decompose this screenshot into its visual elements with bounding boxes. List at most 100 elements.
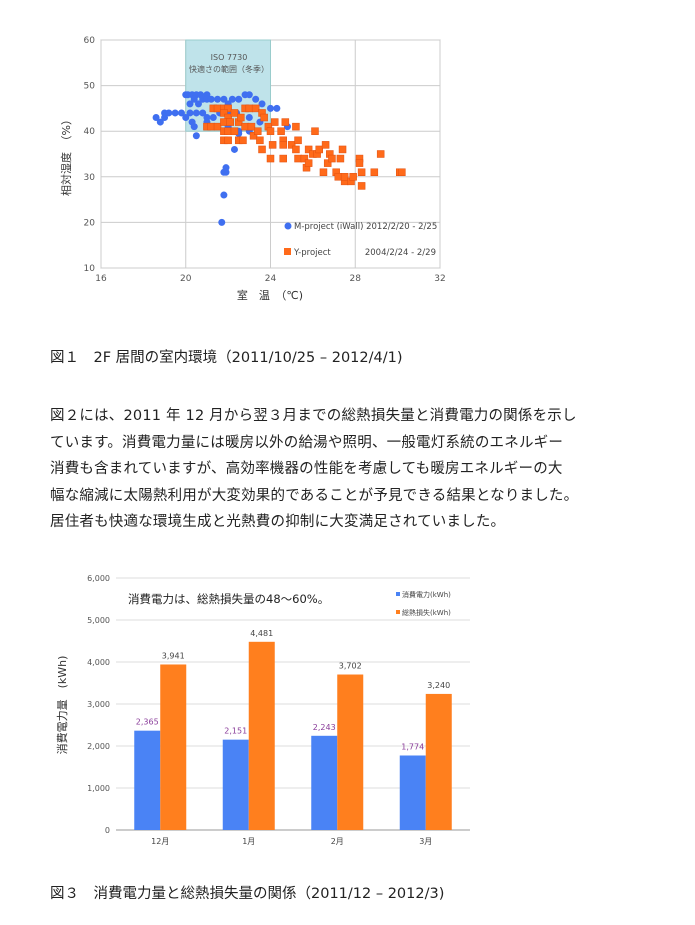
y-project-point [260, 113, 268, 122]
m-project-point [190, 123, 198, 131]
power-bar [134, 730, 161, 830]
y-project-point [256, 136, 264, 145]
paragraph-line: 居住者も快適な環境生成と光熱費の抑制に大変満足されていました。 [50, 514, 506, 530]
y-project-point [277, 127, 285, 135]
y-project-point [281, 118, 290, 126]
x-tick-label: 28 [350, 274, 362, 284]
legend-label-power: 消費電力(kWh) [402, 590, 451, 599]
m-project-point [218, 218, 226, 226]
y-project-point [304, 145, 313, 154]
m-project-point [190, 95, 198, 103]
m-project-point [178, 109, 186, 117]
paragraph-line: ています。消費電力量には暖房以外の給湯や照明、一般電灯系統のエネルギー [50, 434, 564, 451]
m-project-point [192, 109, 200, 117]
y-project-point [207, 122, 215, 131]
y-tick-label: 4,000 [87, 658, 110, 667]
data-label: 3,941 [162, 651, 185, 660]
y-project-point [220, 118, 228, 126]
y-project-point [294, 154, 302, 163]
y-tick-label: 20 [84, 218, 96, 228]
data-label: 1,774 [401, 742, 424, 751]
data-label: 2,365 [136, 718, 159, 727]
m-project-point [186, 109, 194, 117]
y-project-point [334, 173, 343, 181]
y-project-point [319, 168, 328, 176]
paragraph-line: 図２には、2011 年 12 月から翌３月までの総熱損失量と消費電力の関係を示し [50, 408, 577, 424]
chart-title: 消費電力は、総熱損失量の48～60%。 [128, 592, 329, 606]
bar-chart: 0 1,000 2,000 3,000 4,000 5,000 6,000 12月 2,365… [55, 574, 470, 846]
body-paragraph: 図２には、2011 年 12 月から翌３月までの総熱損失量と消費電力の関係を示し… [50, 403, 660, 536]
y-project-point [254, 127, 262, 135]
y-project-point [251, 104, 260, 113]
y-tick-label: 50 [84, 82, 96, 92]
y-tick-label: 3,000 [87, 700, 110, 709]
comfort-range-label-2: 快適さの範囲（冬季） [189, 64, 269, 74]
y-project-point [279, 141, 287, 149]
heatloss-bar [160, 664, 187, 830]
y-project-point [323, 159, 332, 167]
x-tick-label: 2月 [331, 837, 344, 846]
y-project-point [357, 182, 366, 190]
power-bar [222, 739, 249, 830]
m-project-point [220, 95, 228, 103]
y-project-point [213, 104, 222, 113]
y-project-point [292, 122, 300, 131]
y-project-point [311, 127, 319, 135]
x-tick-label: 1月 [242, 837, 255, 846]
y-project-point [224, 127, 232, 135]
m-project-point [165, 109, 173, 117]
x-axis-label: 室 温 （℃) [237, 288, 303, 302]
y-project-point [315, 145, 323, 154]
y-project-point [321, 141, 330, 149]
y-project-point [220, 109, 228, 117]
y-tick-label: 6,000 [87, 574, 110, 583]
power-bar [399, 755, 426, 830]
data-label: 3,702 [339, 662, 362, 671]
y-project-point [376, 150, 385, 158]
m-project-point [252, 95, 260, 103]
y-tick-label: 40 [84, 127, 96, 137]
m-project-point [171, 109, 179, 117]
y-axis-label: 相対湿度 （%） [59, 114, 73, 196]
y-project-point [336, 154, 345, 163]
y-axis-label: 消費電力量 (kWh) [55, 656, 69, 755]
m-project-point [152, 114, 160, 122]
y-project-point [304, 159, 313, 167]
heatloss-bar [425, 693, 452, 830]
legend-marker-heatloss [396, 610, 400, 614]
m-project-point [194, 100, 202, 108]
paragraph-line: 消費も含まれていますが、高効率機器の性能を考慮しても暖房エネルギーの大 [50, 461, 563, 477]
m-project-point [156, 118, 164, 126]
data-label: 2,243 [313, 723, 336, 732]
y-project-point [241, 122, 249, 131]
figure1-caption: 図１ 2F 居間の室内環境（2011/10/25 – 2012/4/1) [50, 350, 403, 366]
data-label: 4,481 [250, 629, 273, 638]
y-project-point [292, 145, 300, 154]
y-project-point [230, 109, 239, 117]
m-project-point [245, 91, 253, 99]
y-tick-label: 30 [84, 173, 96, 183]
y-project-point [213, 122, 222, 131]
y-project-point [328, 154, 336, 163]
y-tick-label: 10 [84, 264, 96, 274]
y-tick-label: 5,000 [87, 616, 110, 625]
y-project-point [266, 154, 275, 163]
legend-label-m-project: M-project (iWall) 2012/2/20 - 2/25 [294, 222, 437, 232]
x-tick-label: 32 [434, 274, 445, 284]
paragraph-line: 幅な縮減に太陽熱利用が大変効果的であることが予見できる結果となりました。 [50, 487, 579, 504]
y-project-point [268, 141, 277, 149]
y-project-point [349, 173, 357, 181]
legend-period-y-project: 2004/2/24 - 2/29 [365, 248, 436, 258]
m-project-point [273, 104, 281, 112]
m-project-point [214, 95, 222, 103]
y-project-point [270, 118, 279, 126]
x-tick-label: 16 [95, 274, 107, 284]
figure3-caption: 図３ 消費電力量と総熱損失量の関係（2011/12 – 2012/3) [50, 886, 445, 902]
y-tick-label: 60 [84, 36, 96, 46]
y-project-point [338, 145, 347, 154]
y-project-point [224, 104, 232, 113]
m-project-point [220, 191, 228, 199]
y-tick-label: 2,000 [87, 742, 110, 751]
x-tick-label: 24 [265, 274, 277, 284]
y-project-point [247, 122, 256, 131]
